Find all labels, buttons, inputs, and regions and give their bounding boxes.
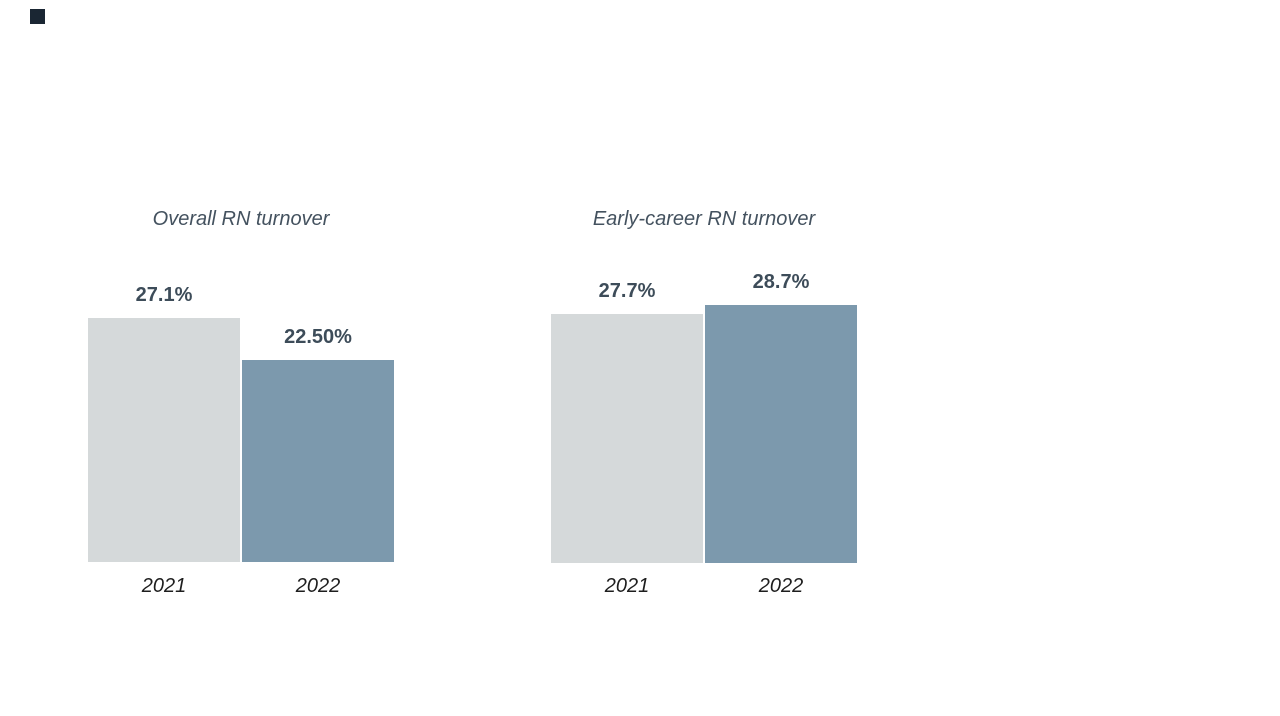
bar-group-2021: 27.7% 2021 (551, 0, 703, 716)
chart-early-career-rn-turnover: Early-career RN turnover 27.7% 2021 28.7… (551, 0, 857, 716)
chart-title: Overall RN turnover (152, 208, 330, 230)
x-axis-label-2021: 2021 (604, 575, 650, 597)
bar-value-label: 22.50% (284, 325, 352, 348)
x-axis-label-2021: 2021 (141, 575, 187, 597)
bar-2021 (551, 313, 703, 563)
bar-group-2022: 28.7% 2022 (705, 0, 857, 716)
bar-value-label: 27.1% (135, 284, 193, 307)
corner-accent-square (30, 9, 45, 24)
bar-group-2021: 27.1% 2021 (88, 0, 240, 716)
bar-2022 (705, 304, 857, 563)
chart-overall-rn-turnover: Overall RN turnover 27.1% 2021 22.50% 20… (88, 0, 394, 716)
x-axis-label-2022: 2022 (295, 575, 341, 597)
bar-2022 (242, 359, 394, 562)
x-axis-label-2022: 2022 (758, 575, 804, 597)
bar-group-2022: 22.50% 2022 (242, 0, 394, 716)
bar-2021 (88, 318, 240, 562)
bar-value-label: 27.7% (598, 279, 656, 302)
chart-title: Early-career RN turnover (592, 208, 816, 230)
bar-value-label: 28.7% (752, 270, 810, 293)
